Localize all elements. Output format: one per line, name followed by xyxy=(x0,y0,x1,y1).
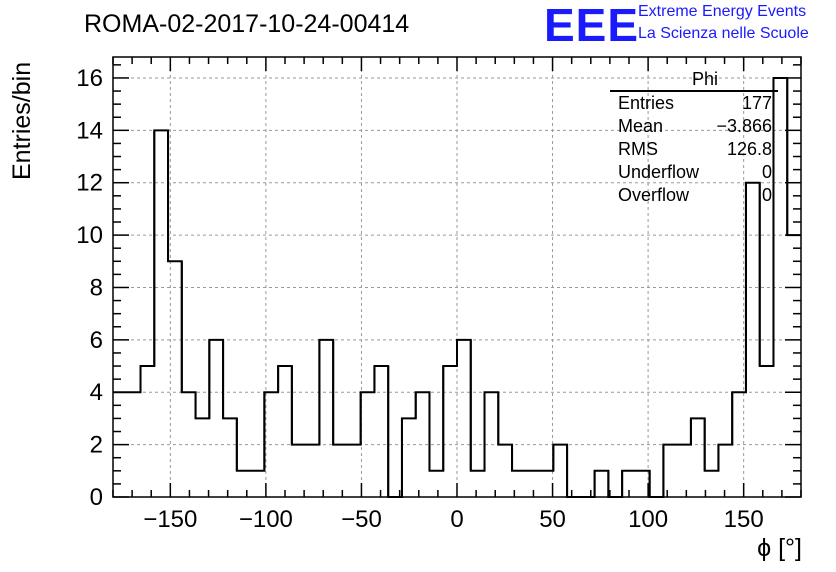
stats-title: Phi xyxy=(691,69,718,89)
stats-row-overflow: Overflow 0 xyxy=(610,184,778,207)
stats-label: RMS xyxy=(618,139,658,159)
eee-logo: EEE xyxy=(544,0,640,51)
x-tick-label: 50 xyxy=(539,506,566,533)
stats-row-rms: RMS 126.8 xyxy=(610,138,778,161)
stats-row-underflow: Underflow 0 xyxy=(610,161,778,184)
logo-line-1: Extreme Energy Events xyxy=(638,3,807,20)
y-tick-label: 10 xyxy=(76,222,103,249)
y-tick-label: 14 xyxy=(76,117,103,144)
stats-row-entries: Entries 177 xyxy=(610,92,778,115)
x-axis-label: ϕ [°] xyxy=(757,534,802,562)
x-tick-label: −100 xyxy=(239,506,293,533)
y-tick-label: 0 xyxy=(90,484,103,511)
y-tick-label: 6 xyxy=(90,327,103,354)
chart-title: ROMA-02-2017-10-24-00414 xyxy=(84,10,410,38)
stats-divider xyxy=(610,90,778,92)
x-tick-label: −150 xyxy=(143,506,197,533)
y-tick-label: 2 xyxy=(90,432,103,459)
x-tick-label: −50 xyxy=(341,506,382,533)
stats-value: 177 xyxy=(741,93,772,113)
stats-value: −3.866 xyxy=(716,116,772,136)
x-tick-label: 100 xyxy=(628,506,668,533)
stats-label: Entries xyxy=(618,93,675,113)
axes-layer: −150 −100 −50 0 50 100 150 0 2 4 6 8 10 12 14 16 xyxy=(76,56,802,533)
stats-label: Overflow xyxy=(618,185,690,205)
stats-row-mean: Mean −3.866 xyxy=(610,115,778,138)
stats-value: 0 xyxy=(761,185,772,205)
y-tick-label: 16 xyxy=(76,65,103,92)
logo-line-2: La Scienza nelle Scuole xyxy=(638,25,809,42)
y-tick-label: 12 xyxy=(76,170,103,197)
x-tick-label: 0 xyxy=(450,506,463,533)
x-tick-label: 150 xyxy=(724,506,764,533)
y-axis-label: Entries/bin xyxy=(8,61,36,180)
grid-layer xyxy=(113,57,801,497)
y-tick-label: 4 xyxy=(90,379,103,406)
stats-label: Underflow xyxy=(618,162,700,182)
histogram-bars xyxy=(113,76,801,498)
y-tick-label: 8 xyxy=(90,274,103,301)
stats-label: Mean xyxy=(618,116,664,136)
stats-value: 0 xyxy=(761,162,772,182)
stats-value: 126.8 xyxy=(726,139,772,159)
stats-box: Phi Entries 177 Mean −3.866 RMS 126.8 Un… xyxy=(610,68,778,207)
